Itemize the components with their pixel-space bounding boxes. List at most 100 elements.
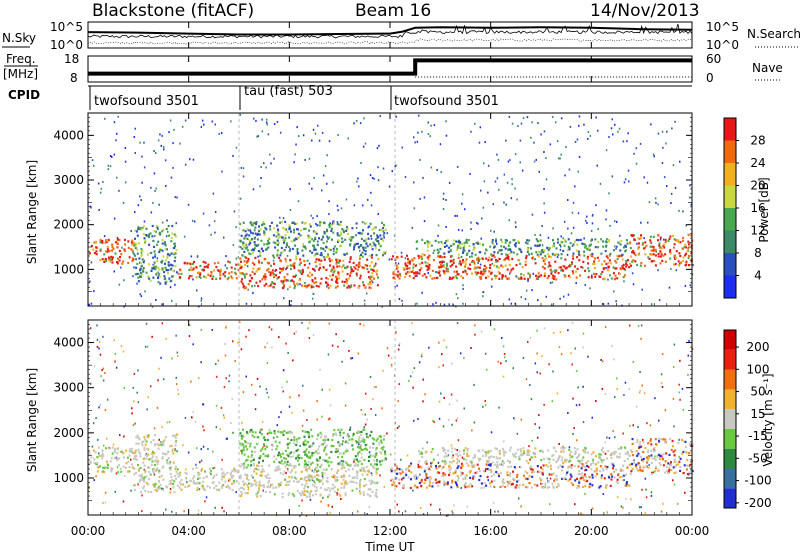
scatter-cell — [661, 353, 664, 356]
heatmap-cell — [421, 452, 423, 455]
heatmap-cell — [375, 273, 378, 276]
heatmap-cell — [263, 284, 266, 287]
scatter-cell — [158, 367, 160, 370]
scatter-cell — [406, 454, 409, 457]
heatmap-cell — [282, 226, 284, 229]
heatmap-cell — [251, 434, 254, 437]
heatmap-cell — [650, 260, 653, 263]
heatmap-cell — [308, 431, 310, 434]
heatmap-cell — [600, 263, 603, 266]
heatmap-cell — [589, 463, 592, 466]
scatter-cell — [96, 338, 99, 341]
scatter-cell — [587, 355, 589, 358]
heatmap-cell — [623, 274, 626, 277]
scatter-cell — [326, 154, 328, 157]
scatter-cell — [534, 362, 537, 365]
scatter-cell — [111, 155, 113, 158]
scatter-cell — [425, 474, 428, 477]
heatmap-cell — [151, 224, 154, 228]
heatmap-cell — [605, 483, 608, 486]
heatmap-cell — [104, 258, 107, 261]
heatmap-cell — [279, 267, 282, 270]
heatmap-cell — [280, 455, 282, 458]
scatter-cell — [368, 505, 370, 508]
scatter-cell — [96, 324, 98, 327]
heatmap-cell — [512, 470, 514, 473]
heatmap-cell — [382, 438, 385, 441]
scatter-cell — [574, 185, 576, 188]
heatmap-cell — [658, 244, 661, 247]
heatmap-cell — [105, 466, 108, 469]
heatmap-cell — [420, 255, 423, 258]
heatmap-cell — [490, 480, 493, 483]
heatmap-cell — [157, 447, 160, 450]
heatmap-cell — [603, 260, 606, 263]
heatmap-cell — [293, 287, 296, 290]
heatmap-cell — [478, 266, 481, 269]
scatter-cell — [559, 331, 562, 333]
heatmap-cell — [336, 232, 339, 235]
heatmap-cell — [536, 470, 539, 473]
heatmap-cell — [523, 474, 526, 477]
heatmap-cell — [327, 286, 330, 290]
scatter-cell — [162, 249, 164, 252]
heatmap-cell — [498, 277, 501, 280]
heatmap-cell — [362, 281, 364, 284]
heatmap-cell — [485, 463, 488, 466]
heatmap-cell — [322, 266, 325, 269]
heatmap-cell — [99, 248, 102, 251]
scatter-cell — [605, 149, 608, 152]
heatmap-cell — [169, 468, 172, 471]
heatmap-cell — [171, 224, 174, 228]
heatmap-cell — [293, 494, 296, 497]
heatmap-cell — [359, 443, 362, 447]
heatmap-cell — [250, 474, 253, 477]
heatmap-cell — [329, 284, 332, 287]
heatmap-cell — [357, 441, 360, 444]
heatmap-cell — [131, 452, 134, 455]
heatmap-cell — [594, 475, 597, 478]
scatter-cell — [154, 235, 156, 237]
scatter-cell — [457, 297, 459, 300]
scatter-cell — [169, 461, 171, 464]
heatmap-cell — [627, 484, 630, 487]
scatter-cell — [429, 469, 432, 472]
scatter-cell — [353, 460, 355, 463]
scatter-cell — [217, 359, 220, 362]
heatmap-cell — [412, 266, 415, 269]
heatmap-cell — [163, 275, 166, 278]
heatmap-cell — [88, 451, 91, 454]
scatter-cell — [398, 510, 400, 513]
scatter-cell — [252, 476, 254, 479]
heatmap-cell — [378, 460, 381, 463]
heatmap-cell — [239, 222, 242, 225]
heatmap-cell — [93, 461, 96, 464]
heatmap-cell — [348, 438, 351, 441]
heatmap-cell — [633, 238, 636, 241]
heatmap-cell — [368, 470, 371, 473]
heatmap-cell — [315, 281, 318, 284]
heatmap-cell — [352, 261, 355, 265]
scatter-cell — [341, 443, 344, 446]
heatmap-cell — [333, 222, 336, 225]
heatmap-cell — [253, 241, 256, 244]
heatmap-cell — [500, 245, 503, 248]
scatter-cell — [687, 354, 689, 357]
heatmap-cell — [365, 222, 368, 225]
scatter-cell — [682, 408, 685, 411]
heatmap-cell — [315, 478, 318, 481]
heatmap-cell — [464, 270, 467, 273]
heatmap-cell — [258, 261, 261, 264]
heatmap-cell — [583, 250, 586, 253]
heatmap-cell — [152, 468, 155, 471]
heatmap-cell — [245, 431, 248, 434]
heatmap-cell — [663, 243, 666, 246]
heatmap-cell — [279, 453, 282, 456]
scatter-cell — [514, 187, 516, 190]
scatter-cell — [622, 506, 624, 509]
heatmap-cell — [441, 242, 444, 245]
heatmap-cell — [331, 475, 334, 478]
heatmap-cell — [537, 244, 540, 247]
heatmap-cell — [156, 227, 159, 231]
scatter-cell — [256, 377, 259, 380]
